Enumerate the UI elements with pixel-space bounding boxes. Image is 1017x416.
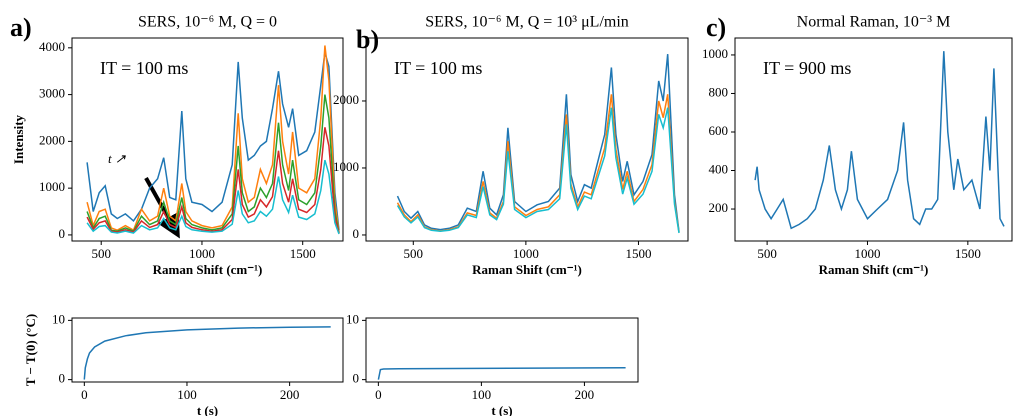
x-tick-label: 0 [375, 387, 382, 402]
y-tick-label: 0 [59, 226, 66, 241]
chart-title: SERS, 10⁻⁶ M, Q = 0 [138, 14, 277, 31]
x-tick-label: 500 [404, 246, 424, 261]
panel-label: b) [356, 25, 379, 54]
y-tick-label: 0 [353, 226, 360, 241]
x-tick-label: 200 [280, 387, 300, 402]
y-tick-label: 0 [59, 371, 66, 386]
y-tick-label: 200 [709, 200, 729, 215]
axes-frame [365, 37, 689, 242]
y-tick-label: 1000 [333, 159, 359, 174]
y-tick-label: 400 [709, 161, 729, 176]
series-line [86, 94, 340, 234]
series-line [86, 52, 340, 231]
axes-frame [365, 317, 639, 383]
y-tick-label: 4000 [39, 39, 65, 54]
series-line [396, 107, 680, 234]
x-tick-label: 1500 [955, 246, 981, 261]
y-tick-label: 1000 [702, 46, 728, 61]
x-tick-label: 100 [177, 387, 197, 402]
x-tick-label: 500 [757, 246, 777, 261]
series-line [83, 326, 331, 380]
x-tick-label: 100 [472, 387, 492, 402]
y-tick-label: 0 [353, 371, 360, 386]
x-tick-label: 1000 [513, 246, 539, 261]
x-axis-label: Raman Shift (cm⁻¹) [819, 262, 929, 277]
series-line [86, 127, 340, 234]
y-tick-label: 10 [52, 311, 65, 326]
plot-area [754, 51, 1005, 230]
annotation: IT = 900 ms [763, 58, 851, 78]
x-tick-label: 500 [91, 246, 111, 261]
y-tick-label: 2000 [333, 92, 359, 107]
x-tick-label: 1500 [625, 246, 651, 261]
series-line [86, 45, 340, 233]
axes-frame [71, 37, 344, 242]
x-tick-label: 1000 [854, 246, 880, 261]
axes-frame [734, 37, 1013, 242]
y-tick-label: 800 [709, 84, 729, 99]
y-tick-label: 600 [709, 123, 729, 138]
x-tick-label: 0 [81, 387, 88, 402]
plot-area [396, 54, 680, 234]
y-axis-label: Intensity [11, 114, 26, 164]
annotation: IT = 100 ms [100, 58, 188, 78]
series-line [86, 159, 340, 235]
y-tick-label: 2000 [39, 132, 65, 147]
series-line [396, 54, 680, 232]
plot-area [377, 367, 626, 380]
chart-title: Normal Raman, 10⁻³ M [797, 14, 951, 31]
axes-frame [71, 317, 344, 383]
x-axis-label: t (s) [197, 403, 218, 416]
annotation: t ↗ [108, 151, 126, 166]
series-line [754, 51, 1005, 230]
y-tick-label: 10 [346, 311, 359, 326]
x-axis-label: Raman Shift (cm⁻¹) [472, 262, 582, 277]
y-axis-label: T − T(0) (°C) [23, 314, 38, 386]
panel-label: c) [706, 13, 726, 42]
annotation: IT = 100 ms [394, 58, 482, 78]
panel-label: a) [10, 13, 32, 42]
chart-title: SERS, 10⁻⁶ M, Q = 10³ μL/min [425, 14, 629, 31]
plot-area [83, 326, 331, 380]
series-line [377, 367, 626, 380]
x-tick-label: 1000 [189, 246, 215, 261]
y-tick-label: 1000 [39, 179, 65, 194]
y-tick-label: 3000 [39, 86, 65, 101]
x-axis-label: Raman Shift (cm⁻¹) [153, 262, 263, 277]
x-axis-label: t (s) [491, 403, 512, 416]
x-tick-label: 1500 [290, 246, 316, 261]
x-tick-label: 200 [575, 387, 595, 402]
plot-area [86, 45, 340, 235]
